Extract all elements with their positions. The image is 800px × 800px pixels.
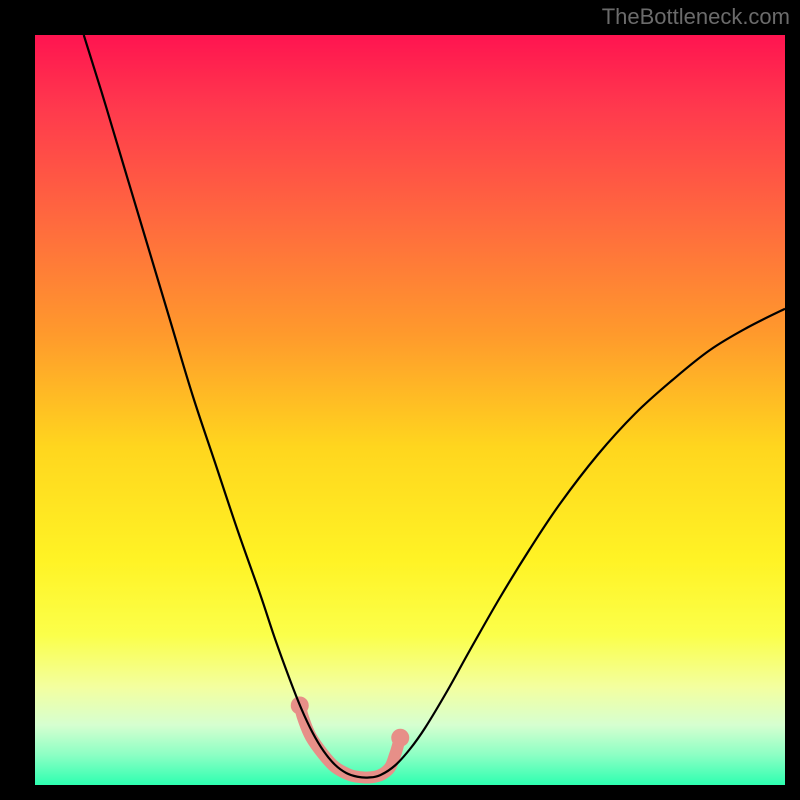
optimal-range-highlight	[300, 706, 400, 778]
bottleneck-curve	[84, 35, 785, 778]
bottleneck-curve-chart	[35, 35, 785, 785]
optimal-range-end-marker	[391, 729, 409, 747]
chart-plot-area	[35, 35, 785, 785]
watermark-text: TheBottleneck.com	[602, 4, 790, 30]
